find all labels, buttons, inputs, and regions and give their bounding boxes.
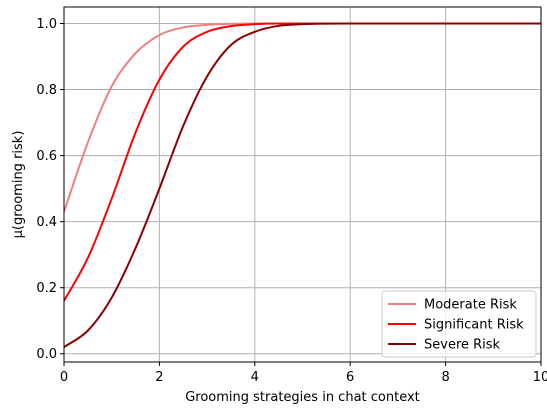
legend: Moderate Risk Significant Risk Severe Risk [381, 290, 537, 358]
y-tick-label: 1.0 [36, 17, 57, 32]
ticks: 0 2 4 6 8 10 0.0 0.2 0.4 0.6 0.8 1.0 [36, 17, 547, 385]
x-tick-label: 2 [155, 370, 163, 385]
legend-label-significant-risk: Significant Risk [424, 318, 524, 333]
y-axis-label: μ(grooming risk) [11, 131, 26, 239]
x-axis-label: Grooming strategies in chat context [185, 390, 420, 405]
legend-box [381, 290, 537, 358]
x-tick-label: 4 [251, 370, 259, 385]
series-line-moderate-risk [63, 22, 541, 213]
series-line-severe-risk [63, 22, 541, 348]
x-tick-label: 10 [533, 370, 547, 385]
y-tick-label: 0.0 [36, 347, 57, 362]
series-layer [63, 22, 541, 348]
legend-label-moderate-risk: Moderate Risk [424, 298, 517, 313]
y-tick-label: 0.2 [36, 281, 57, 296]
y-tick-label: 0.6 [36, 149, 57, 164]
y-tick-label: 0.8 [36, 83, 57, 98]
y-tick-label: 0.4 [36, 215, 57, 230]
x-tick-label: 8 [441, 370, 449, 385]
x-tick-label: 0 [60, 370, 68, 385]
plot-frame [63, 6, 542, 363]
series-line-significant-risk [63, 22, 541, 302]
x-tick-label: 6 [346, 370, 354, 385]
legend-label-severe-risk: Severe Risk [424, 338, 501, 353]
